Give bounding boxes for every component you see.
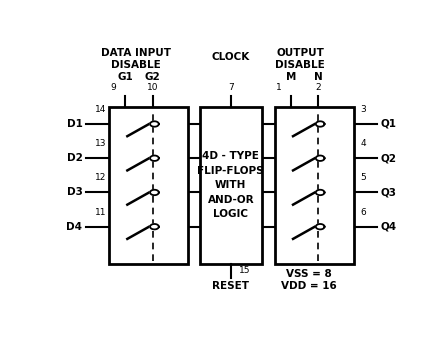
Text: 3: 3 <box>360 105 366 114</box>
Text: 11: 11 <box>95 208 107 217</box>
Bar <box>200 107 262 264</box>
Text: DATA INPUT
DISABLE: DATA INPUT DISABLE <box>101 48 171 70</box>
Text: D3: D3 <box>67 187 83 197</box>
Polygon shape <box>150 224 159 229</box>
Text: VDD = 16: VDD = 16 <box>280 281 337 291</box>
Polygon shape <box>316 190 324 195</box>
Polygon shape <box>150 190 159 195</box>
Text: 7: 7 <box>228 83 234 92</box>
Polygon shape <box>316 121 324 127</box>
Text: 4D - TYPE
FLIP-FLOPS
WITH
AND-OR
LOGIC: 4D - TYPE FLIP-FLOPS WITH AND-OR LOGIC <box>197 152 264 219</box>
Text: Q2: Q2 <box>381 153 397 163</box>
Text: G2: G2 <box>145 72 161 82</box>
Polygon shape <box>316 224 324 229</box>
Text: 13: 13 <box>95 139 107 148</box>
Polygon shape <box>150 156 159 161</box>
Text: 15: 15 <box>239 266 251 275</box>
Text: VSS = 8: VSS = 8 <box>286 269 331 279</box>
Text: 9: 9 <box>111 83 116 92</box>
Text: G1: G1 <box>118 72 133 82</box>
Text: D2: D2 <box>67 153 83 163</box>
Text: 1: 1 <box>276 83 282 92</box>
Text: RESET: RESET <box>212 281 249 291</box>
Text: 10: 10 <box>147 83 159 92</box>
Polygon shape <box>150 121 159 127</box>
Text: 6: 6 <box>360 208 366 217</box>
Text: N: N <box>314 72 323 82</box>
Text: 12: 12 <box>95 173 107 182</box>
Text: M: M <box>286 72 296 82</box>
Text: 5: 5 <box>360 173 366 182</box>
Bar <box>275 107 354 264</box>
Polygon shape <box>316 156 324 161</box>
Text: Q4: Q4 <box>381 222 397 232</box>
Text: 2: 2 <box>316 83 321 92</box>
Text: Q1: Q1 <box>381 119 397 129</box>
Text: Q3: Q3 <box>381 187 397 197</box>
Text: OUTPUT
DISABLE: OUTPUT DISABLE <box>275 48 325 70</box>
Bar <box>109 107 188 264</box>
Text: 4: 4 <box>360 139 366 148</box>
Text: D1: D1 <box>67 119 83 129</box>
Text: CLOCK: CLOCK <box>212 52 250 62</box>
Text: D4: D4 <box>67 222 83 232</box>
Text: 14: 14 <box>95 105 107 114</box>
